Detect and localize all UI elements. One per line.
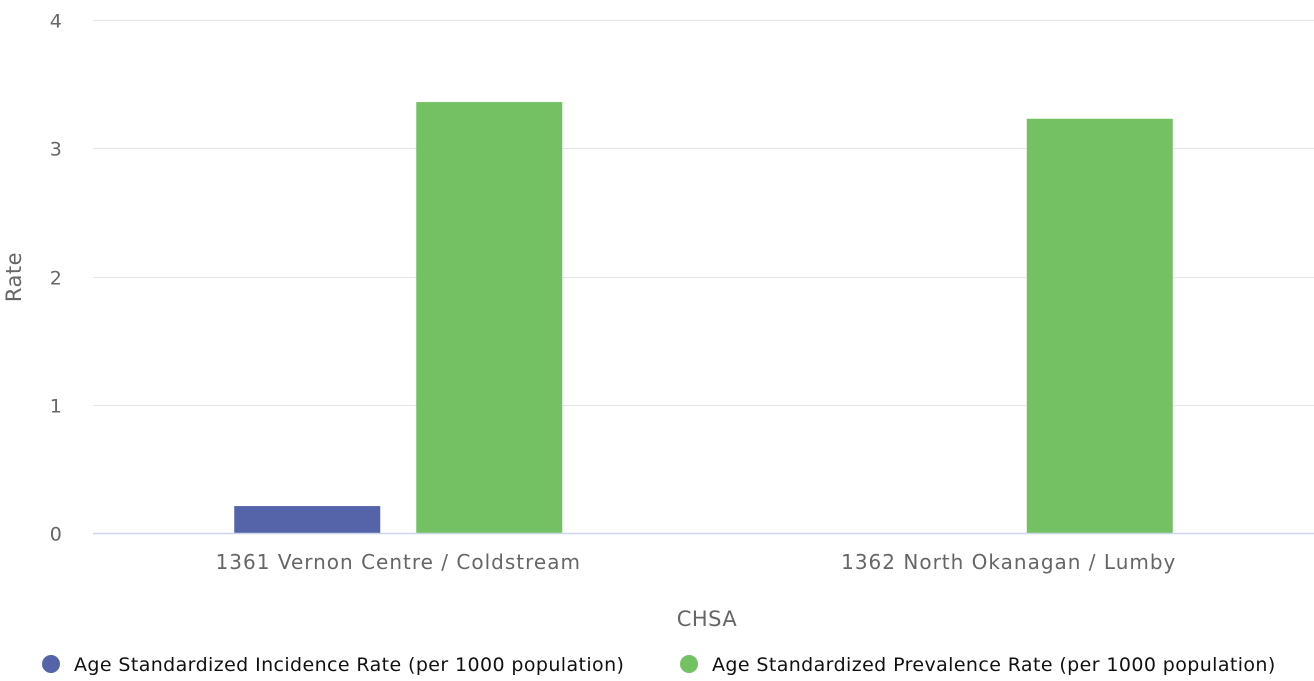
bar-prevalence-2[interactable]	[1026, 118, 1173, 533]
y-axis-ticks: 0 1 2 3 4	[50, 11, 62, 546]
y-tick-label: 4	[50, 11, 62, 33]
legend-marker	[42, 655, 60, 673]
y-tick-label: 3	[50, 139, 62, 161]
bars	[234, 102, 1173, 533]
legend-item-prevalence[interactable]: Age Standardized Prevalence Rate (per 10…	[680, 654, 1276, 676]
legend-label: Age Standardized Incidence Rate (per 100…	[74, 654, 624, 676]
x-category-label: 1361 Vernon Centre / Coldstream	[216, 550, 581, 574]
y-tick-label: 1	[50, 396, 62, 418]
legend-label: Age Standardized Prevalence Rate (per 10…	[712, 654, 1276, 676]
legend-item-incidence[interactable]: Age Standardized Incidence Rate (per 100…	[42, 654, 624, 676]
x-category-label: 1362 North Okanagan / Lumby	[841, 550, 1176, 574]
legend-marker	[680, 655, 698, 673]
y-axis-title: Rate	[2, 252, 26, 302]
bar-incidence-1[interactable]	[234, 506, 381, 533]
y-tick-label: 2	[50, 268, 62, 290]
bar-prevalence-1[interactable]	[416, 102, 563, 533]
legend: Age Standardized Incidence Rate (per 100…	[42, 654, 1276, 676]
x-axis-categories: 1361 Vernon Centre / Coldstream 1362 Nort…	[216, 550, 1176, 574]
y-tick-label: 0	[50, 524, 62, 546]
x-axis-title: CHSA	[677, 607, 738, 631]
